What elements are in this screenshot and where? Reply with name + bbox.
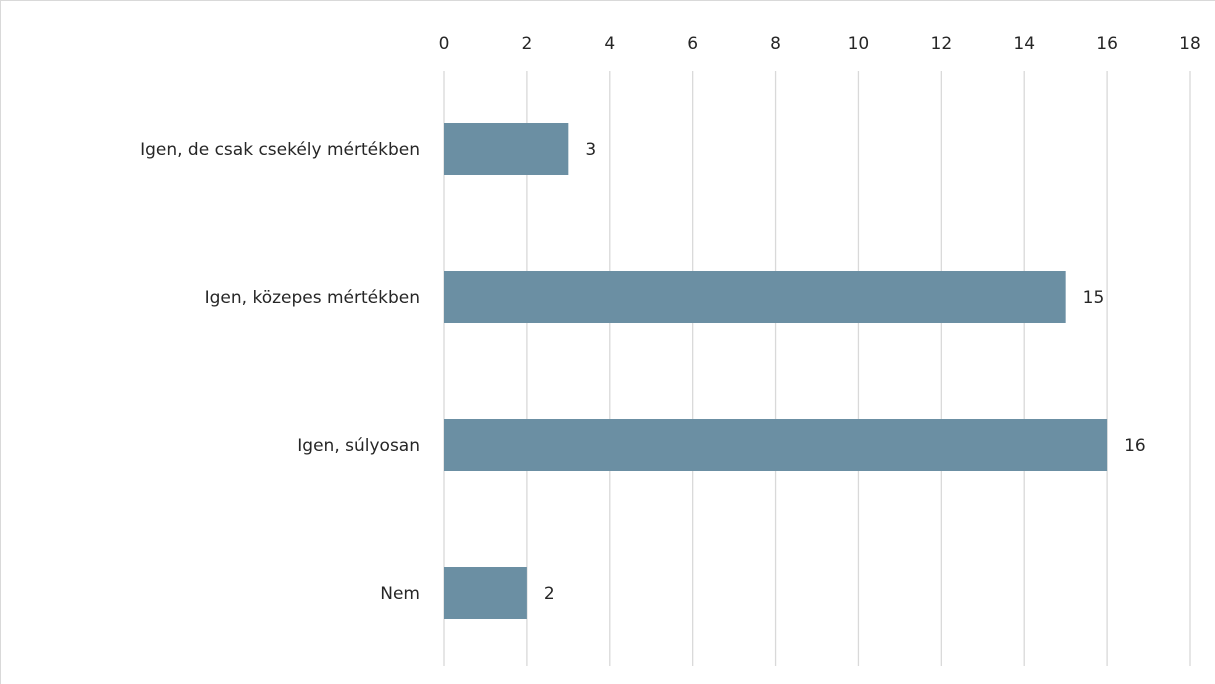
x-tick-label-10: 10 (848, 34, 870, 54)
data-label-0: 3 (585, 140, 596, 160)
x-tick-label-4: 4 (604, 34, 615, 54)
category-label-0: Igen, de csak csekély mértékben (140, 140, 420, 160)
bar-3 (444, 567, 527, 619)
x-tick-label-0: 0 (439, 34, 450, 54)
bars (444, 123, 1108, 619)
category-labels: Igen, de csak csekély mértékben Igen, köz… (140, 140, 420, 604)
x-axis-tick-labels: 0 2 4 6 8 10 12 14 16 18 (439, 34, 1201, 54)
x-tick-label-14: 14 (1013, 34, 1035, 54)
data-label-2: 16 (1124, 436, 1146, 456)
bar-2 (444, 419, 1108, 471)
x-tick-label-2: 2 (521, 34, 532, 54)
data-label-1: 15 (1083, 288, 1105, 308)
x-tick-label-8: 8 (770, 34, 781, 54)
bar-0 (444, 123, 569, 175)
category-label-2: Igen, súlyosan (297, 436, 420, 456)
data-labels: 3 15 16 2 (544, 140, 1146, 604)
x-tick-label-6: 6 (687, 34, 698, 54)
x-tick-label-18: 18 (1179, 34, 1201, 54)
category-label-3: Nem (380, 584, 420, 604)
category-label-1: Igen, közepes mértékben (205, 288, 420, 308)
data-label-3: 2 (544, 584, 555, 604)
bar-1 (444, 271, 1066, 323)
x-tick-label-16: 16 (1096, 34, 1118, 54)
x-tick-label-12: 12 (931, 34, 953, 54)
